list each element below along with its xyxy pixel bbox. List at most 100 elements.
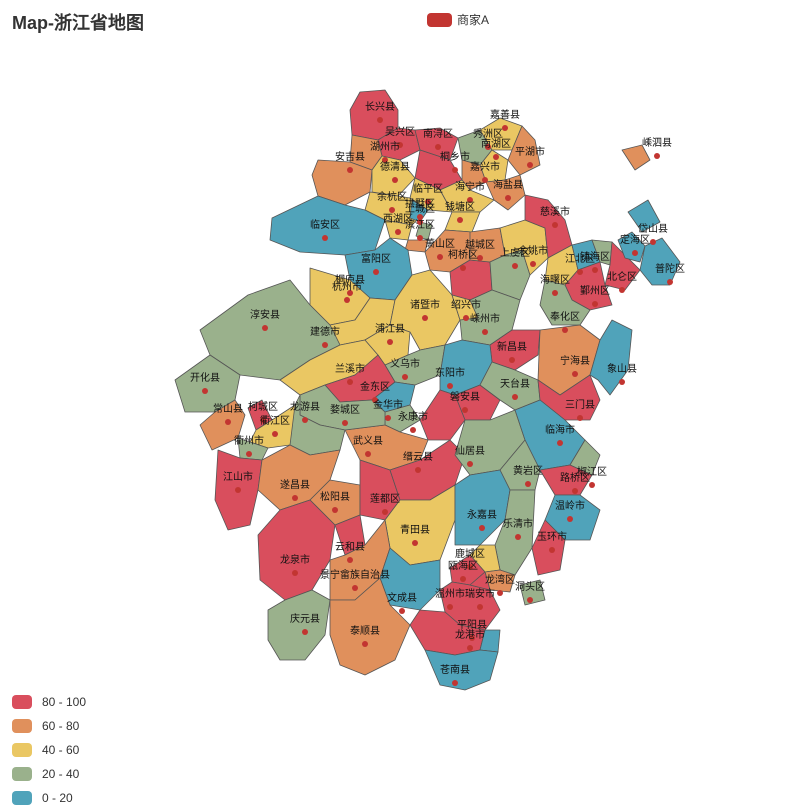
region-玉环市[interactable] [531, 519, 566, 576]
region-marker-dot[interactable] [505, 195, 511, 201]
region-marker-dot[interactable] [352, 585, 358, 591]
region-marker-dot[interactable] [272, 431, 278, 437]
region-临平区[interactable] [409, 177, 453, 213]
region-marker-dot[interactable] [382, 509, 388, 515]
region-常山县[interactable] [199, 399, 246, 451]
region-庆元县[interactable] [267, 589, 331, 661]
region-marker-dot[interactable] [577, 269, 583, 275]
region-温州市[interactable] [469, 571, 491, 591]
region-marker-dot[interactable] [467, 645, 473, 651]
region-marker-dot[interactable] [260, 417, 266, 423]
region-marker-dot[interactable] [347, 167, 353, 173]
region-定海区[interactable] [617, 231, 646, 263]
region-marker-dot[interactable] [372, 397, 378, 403]
region-marker-dot[interactable] [497, 590, 503, 596]
region-marker-dot[interactable] [467, 564, 473, 570]
region-marker-dot[interactable] [562, 327, 568, 333]
region-marker-dot[interactable] [527, 597, 533, 603]
region-marker-dot[interactable] [377, 117, 383, 123]
region-marker-dot[interactable] [235, 487, 241, 493]
region-marker-dot[interactable] [515, 534, 521, 540]
region-奉化区[interactable] [539, 279, 591, 326]
region-marker-dot[interactable] [373, 269, 379, 275]
region-marker-dot[interactable] [447, 383, 453, 389]
region-marker-dot[interactable] [549, 547, 555, 553]
region-marker-dot[interactable] [530, 261, 536, 267]
region-南浔区[interactable] [414, 127, 459, 161]
region-marker-dot[interactable] [302, 629, 308, 635]
region-marker-dot[interactable] [467, 461, 473, 467]
region-marker-dot[interactable] [435, 144, 441, 150]
region-marker-dot[interactable] [302, 417, 308, 423]
region-marker-dot[interactable] [482, 177, 488, 183]
region-marker-dot[interactable] [417, 219, 423, 225]
region-marker-dot[interactable] [246, 451, 252, 457]
region-marker-dot[interactable] [365, 451, 371, 457]
region-marker-dot[interactable] [589, 482, 595, 488]
region-marker-dot[interactable] [650, 239, 656, 245]
region-象山县[interactable] [589, 319, 633, 396]
visual-map-legend[interactable]: 80 - 100 60 - 80 40 - 60 20 - 40 0 - 20 [12, 690, 86, 810]
region-marker-dot[interactable] [557, 440, 563, 446]
region-苍南县[interactable] [424, 649, 499, 691]
region-marker-dot[interactable] [342, 420, 348, 426]
region-marker-dot[interactable] [332, 507, 338, 513]
region-marker-dot[interactable] [292, 570, 298, 576]
region-marker-dot[interactable] [457, 217, 463, 223]
region-衢州市[interactable] [237, 437, 269, 461]
region-marker-dot[interactable] [572, 488, 578, 494]
region-marker-dot[interactable] [467, 197, 473, 203]
region-marker-dot[interactable] [592, 301, 598, 307]
region-marker-dot[interactable] [437, 254, 443, 260]
region-marker-dot[interactable] [410, 427, 416, 433]
region-marker-dot[interactable] [425, 199, 431, 205]
region-marker-dot[interactable] [552, 222, 558, 228]
region-marker-dot[interactable] [512, 263, 518, 269]
region-marker-dot[interactable] [482, 329, 488, 335]
region-marker-dot[interactable] [322, 342, 328, 348]
region-marker-dot[interactable] [572, 371, 578, 377]
region-marker-dot[interactable] [527, 162, 533, 168]
visual-map-item-60-80[interactable]: 60 - 80 [12, 714, 86, 738]
region-岱山县[interactable] [627, 199, 661, 233]
region-marker-dot[interactable] [399, 608, 405, 614]
region-路桥区[interactable] [539, 464, 593, 496]
region-marker-dot[interactable] [452, 167, 458, 173]
series-legend[interactable]: 商家A [427, 11, 489, 28]
region-marker-dot[interactable] [347, 557, 353, 563]
region-marker-dot[interactable] [225, 419, 231, 425]
region-marker-dot[interactable] [417, 235, 423, 241]
region-marker-dot[interactable] [417, 214, 423, 220]
region-marker-dot[interactable] [362, 641, 368, 647]
region-洞头区[interactable] [519, 579, 546, 606]
region-marker-dot[interactable] [422, 315, 428, 321]
region-marker-dot[interactable] [385, 415, 391, 421]
visual-map-item-40-60[interactable]: 40 - 60 [12, 738, 86, 762]
region-泰顺县[interactable] [329, 577, 411, 676]
region-marker-dot[interactable] [415, 467, 421, 473]
region-marker-dot[interactable] [347, 290, 353, 296]
visual-map-item-0-20[interactable]: 0 - 20 [12, 786, 86, 810]
region-marker-dot[interactable] [387, 339, 393, 345]
region-marker-dot[interactable] [509, 357, 515, 363]
region-marker-dot[interactable] [395, 229, 401, 235]
region-安吉县[interactable] [311, 159, 373, 206]
region-嵊泗县[interactable] [621, 144, 651, 171]
region-marker-dot[interactable] [479, 525, 485, 531]
region-marker-dot[interactable] [619, 287, 625, 293]
region-marker-dot[interactable] [525, 481, 531, 487]
region-嘉兴市[interactable] [461, 159, 487, 191]
region-marker-dot[interactable] [402, 374, 408, 380]
region-marker-dot[interactable] [460, 265, 466, 271]
region-marker-dot[interactable] [477, 604, 483, 610]
region-marker-dot[interactable] [382, 157, 388, 163]
region-平湖市[interactable] [507, 125, 541, 176]
region-marker-dot[interactable] [292, 495, 298, 501]
region-marker-dot[interactable] [592, 267, 598, 273]
region-marker-dot[interactable] [577, 415, 583, 421]
region-文成县[interactable] [379, 547, 441, 611]
region-龙泉市[interactable] [257, 499, 336, 601]
region-marker-dot[interactable] [485, 144, 491, 150]
region-marker-dot[interactable] [469, 635, 475, 641]
